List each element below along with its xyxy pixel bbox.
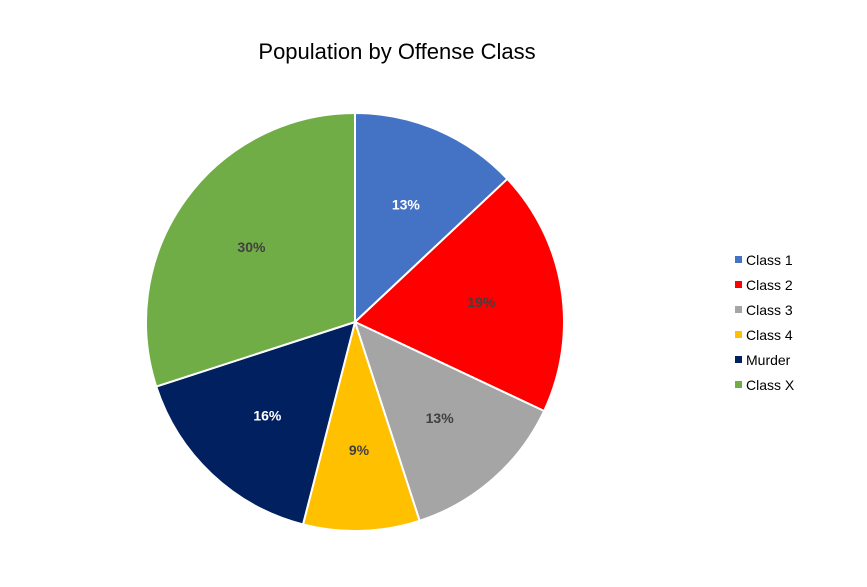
pie-slice-class-4 [302,321,421,532]
legend-label-murder: Murder [746,352,791,368]
legend-label-class-2: Class 2 [746,277,793,293]
data-label-class-x: 30% [237,239,266,255]
legend-item-class-2: Class 2 [735,277,793,293]
legend: Class 1 Class 2 Class 3 Class 4 Murder Class … [735,252,795,393]
legend-swatch-class-4 [735,331,742,338]
pie-slice-class-2 [354,177,565,412]
pie-slice-class-1 [354,112,509,323]
data-label-class-3: 13% [426,410,455,426]
legend-item-class-1: Class 1 [735,252,793,268]
legend-swatch-class-3 [735,306,742,313]
pie-data-labels: 13% 19% 13% 9% 16% 30% [237,197,496,458]
data-label-class-2: 19% [467,294,496,310]
chart-title: Population by Offense Class [258,39,535,64]
data-label-class-4: 9% [349,442,370,458]
legend-label-class-1: Class 1 [746,252,793,268]
legend-swatch-class-2 [735,281,742,288]
legend-item-class-3: Class 3 [735,302,793,318]
pie-slice-class-3 [354,321,546,522]
data-label-murder: 16% [253,407,282,423]
pie-slices [145,112,565,532]
data-label-class-1: 13% [392,197,421,213]
legend-item-class-x: Class X [735,377,795,393]
legend-swatch-class-1 [735,256,742,263]
legend-label-class-x: Class X [746,377,795,393]
pie-slice-murder [155,321,356,526]
legend-swatch-murder [735,356,742,363]
legend-label-class-4: Class 4 [746,327,793,343]
legend-label-class-3: Class 3 [746,302,793,318]
legend-item-murder: Murder [735,352,791,368]
legend-item-class-4: Class 4 [735,327,793,343]
pie-slice-class-x [145,112,356,388]
legend-swatch-class-x [735,381,742,388]
